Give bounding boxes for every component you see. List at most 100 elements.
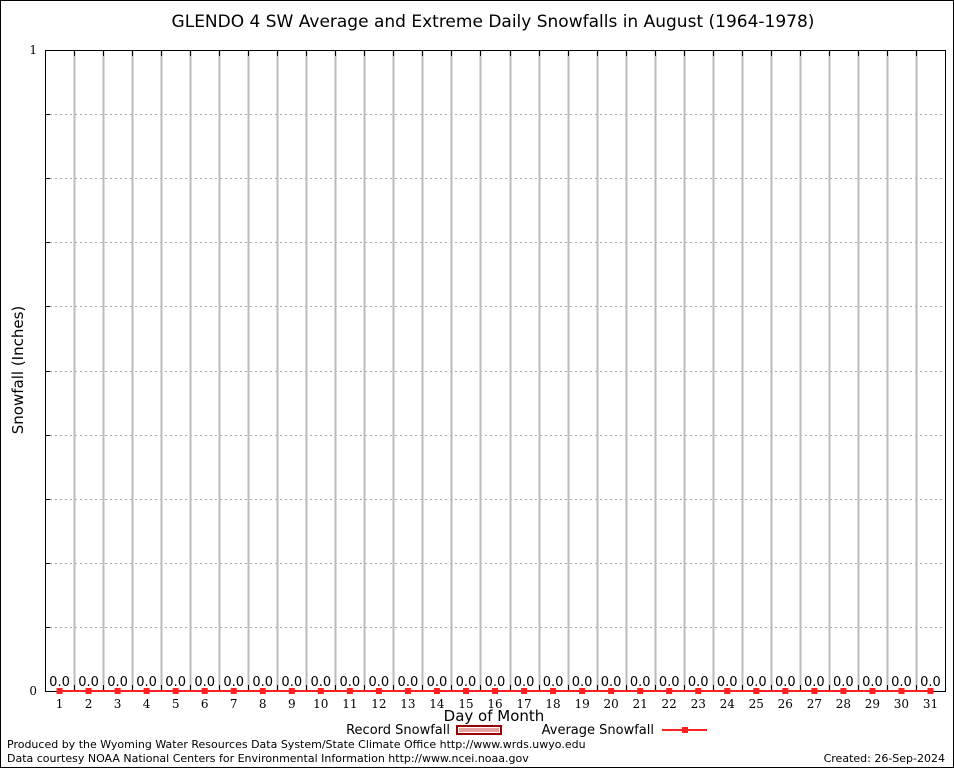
average-snowfall-data-label: 0.0 (369, 675, 390, 690)
footer-created: Created: 26-Sep-2024 (823, 752, 945, 765)
average-snowfall-point (782, 688, 789, 694)
average-snowfall-data-label: 0.0 (543, 675, 564, 690)
average-snowfall-data-label: 0.0 (165, 675, 186, 690)
x-tick-label: 19 (574, 697, 589, 711)
x-tick-label: 31 (923, 697, 938, 711)
average-snowfall-data-label: 0.0 (514, 675, 535, 690)
average-snowfall-data-label: 0.0 (310, 675, 331, 690)
average-snowfall-data-label: 0.0 (427, 675, 448, 690)
average-snowfall-data-label: 0.0 (804, 675, 825, 690)
x-tick-label: 10 (313, 697, 328, 711)
average-snowfall-data-label: 0.0 (194, 675, 215, 690)
average-snowfall-data-label: 0.0 (688, 675, 709, 690)
average-snowfall-data-label: 0.0 (223, 675, 244, 690)
average-snowfall-point (550, 688, 557, 694)
average-snowfall-point (114, 688, 121, 694)
average-snowfall-point (579, 688, 586, 694)
x-tick-label: 30 (894, 697, 909, 711)
average-snowfall-data-label: 0.0 (398, 675, 419, 690)
x-tick-label: 13 (400, 697, 415, 711)
average-snowfall-point (346, 688, 353, 694)
x-tick-label: 6 (201, 697, 209, 711)
average-snowfall-data-label: 0.0 (659, 675, 680, 690)
average-snowfall-data-label: 0.0 (630, 675, 651, 690)
average-snowfall-point (869, 688, 876, 694)
average-snowfall-point (608, 688, 615, 694)
y-axis-label: Snowfall (Inches) (9, 306, 27, 434)
average-snowfall-data-label: 0.0 (456, 675, 477, 690)
x-tick-label: 21 (633, 697, 648, 711)
x-tick-label: 29 (865, 697, 880, 711)
legend-average-marker (682, 727, 688, 733)
average-snowfall-data-label: 0.0 (107, 675, 128, 690)
x-tick-label: 23 (691, 697, 706, 711)
average-snowfall-point (521, 688, 528, 694)
x-tick-label: 28 (836, 697, 851, 711)
x-tick-label: 4 (143, 697, 151, 711)
x-tick-label: 25 (749, 697, 764, 711)
average-snowfall-point (230, 688, 237, 694)
x-tick-label: 5 (172, 697, 180, 711)
x-tick-label: 16 (487, 697, 502, 711)
average-snowfall-data-label: 0.0 (572, 675, 593, 690)
average-snowfall-data-label: 0.0 (485, 675, 506, 690)
average-snowfall-point (56, 688, 63, 694)
x-tick-label: 22 (662, 697, 677, 711)
legend-average-label: Average Snowfall (542, 723, 654, 738)
average-snowfall-data-label: 0.0 (833, 675, 854, 690)
x-axis-label: Day of Month (444, 707, 545, 725)
average-snowfall-data-label: 0.0 (920, 675, 941, 690)
average-snowfall-point (898, 688, 905, 694)
x-tick-label: 18 (545, 697, 560, 711)
average-snowfall-point (433, 688, 440, 694)
average-snowfall-data-label: 0.0 (78, 675, 99, 690)
x-tick-label: 14 (429, 697, 445, 711)
average-snowfall-point (840, 688, 847, 694)
average-snowfall-point (404, 688, 411, 694)
average-snowfall-point (724, 688, 731, 694)
average-snowfall-point (492, 688, 498, 694)
average-snowfall-point (666, 688, 673, 694)
average-snowfall-point (317, 688, 324, 694)
average-snowfall-point (637, 688, 644, 694)
x-tick-label: 8 (259, 697, 267, 711)
x-tick-label: 3 (114, 697, 122, 711)
footer-produced-by: Produced by the Wyoming Water Resources … (7, 738, 586, 751)
average-snowfall-point (375, 688, 382, 694)
footer-data-courtesy: Data courtesy NOAA National Centers for … (7, 752, 529, 765)
average-snowfall-data-label: 0.0 (717, 675, 738, 690)
average-snowfall-point (753, 688, 760, 694)
average-snowfall-data-label: 0.0 (49, 675, 70, 690)
average-snowfall-point (695, 688, 702, 694)
average-snowfall-data-label: 0.0 (252, 675, 273, 690)
legend-record-swatch-pattern (459, 728, 499, 732)
average-snowfall-point (462, 688, 469, 694)
x-tick-label: 26 (778, 697, 793, 711)
x-tick-label: 11 (342, 697, 357, 711)
y-tick-label: 1 (29, 43, 37, 57)
average-snowfall-point (259, 688, 266, 694)
x-tick-label: 24 (720, 697, 736, 711)
x-tick-label: 27 (807, 697, 822, 711)
y-tick-label: 0 (29, 684, 37, 698)
average-snowfall-point (143, 688, 150, 694)
average-snowfall-point (288, 688, 295, 694)
average-snowfall-data-label: 0.0 (746, 675, 767, 690)
x-tick-label: 1 (56, 697, 64, 711)
average-snowfall-data-label: 0.0 (862, 675, 883, 690)
average-snowfall-data-label: 0.0 (891, 675, 912, 690)
average-snowfall-data-label: 0.0 (775, 675, 796, 690)
average-snowfall-point (927, 688, 934, 694)
x-tick-label: 7 (230, 697, 238, 711)
x-tick-label: 12 (371, 697, 386, 711)
average-snowfall-point (85, 688, 92, 694)
chart-title: GLENDO 4 SW Average and Extreme Daily Sn… (172, 12, 815, 32)
x-tick-label: 9 (288, 697, 296, 711)
average-snowfall-data-label: 0.0 (339, 675, 360, 690)
average-snowfall-point (811, 688, 818, 694)
legend-record-label: Record Snowfall (346, 723, 450, 738)
x-tick-label: 15 (458, 697, 473, 711)
average-snowfall-point (172, 688, 179, 694)
x-tick-label: 20 (603, 697, 618, 711)
